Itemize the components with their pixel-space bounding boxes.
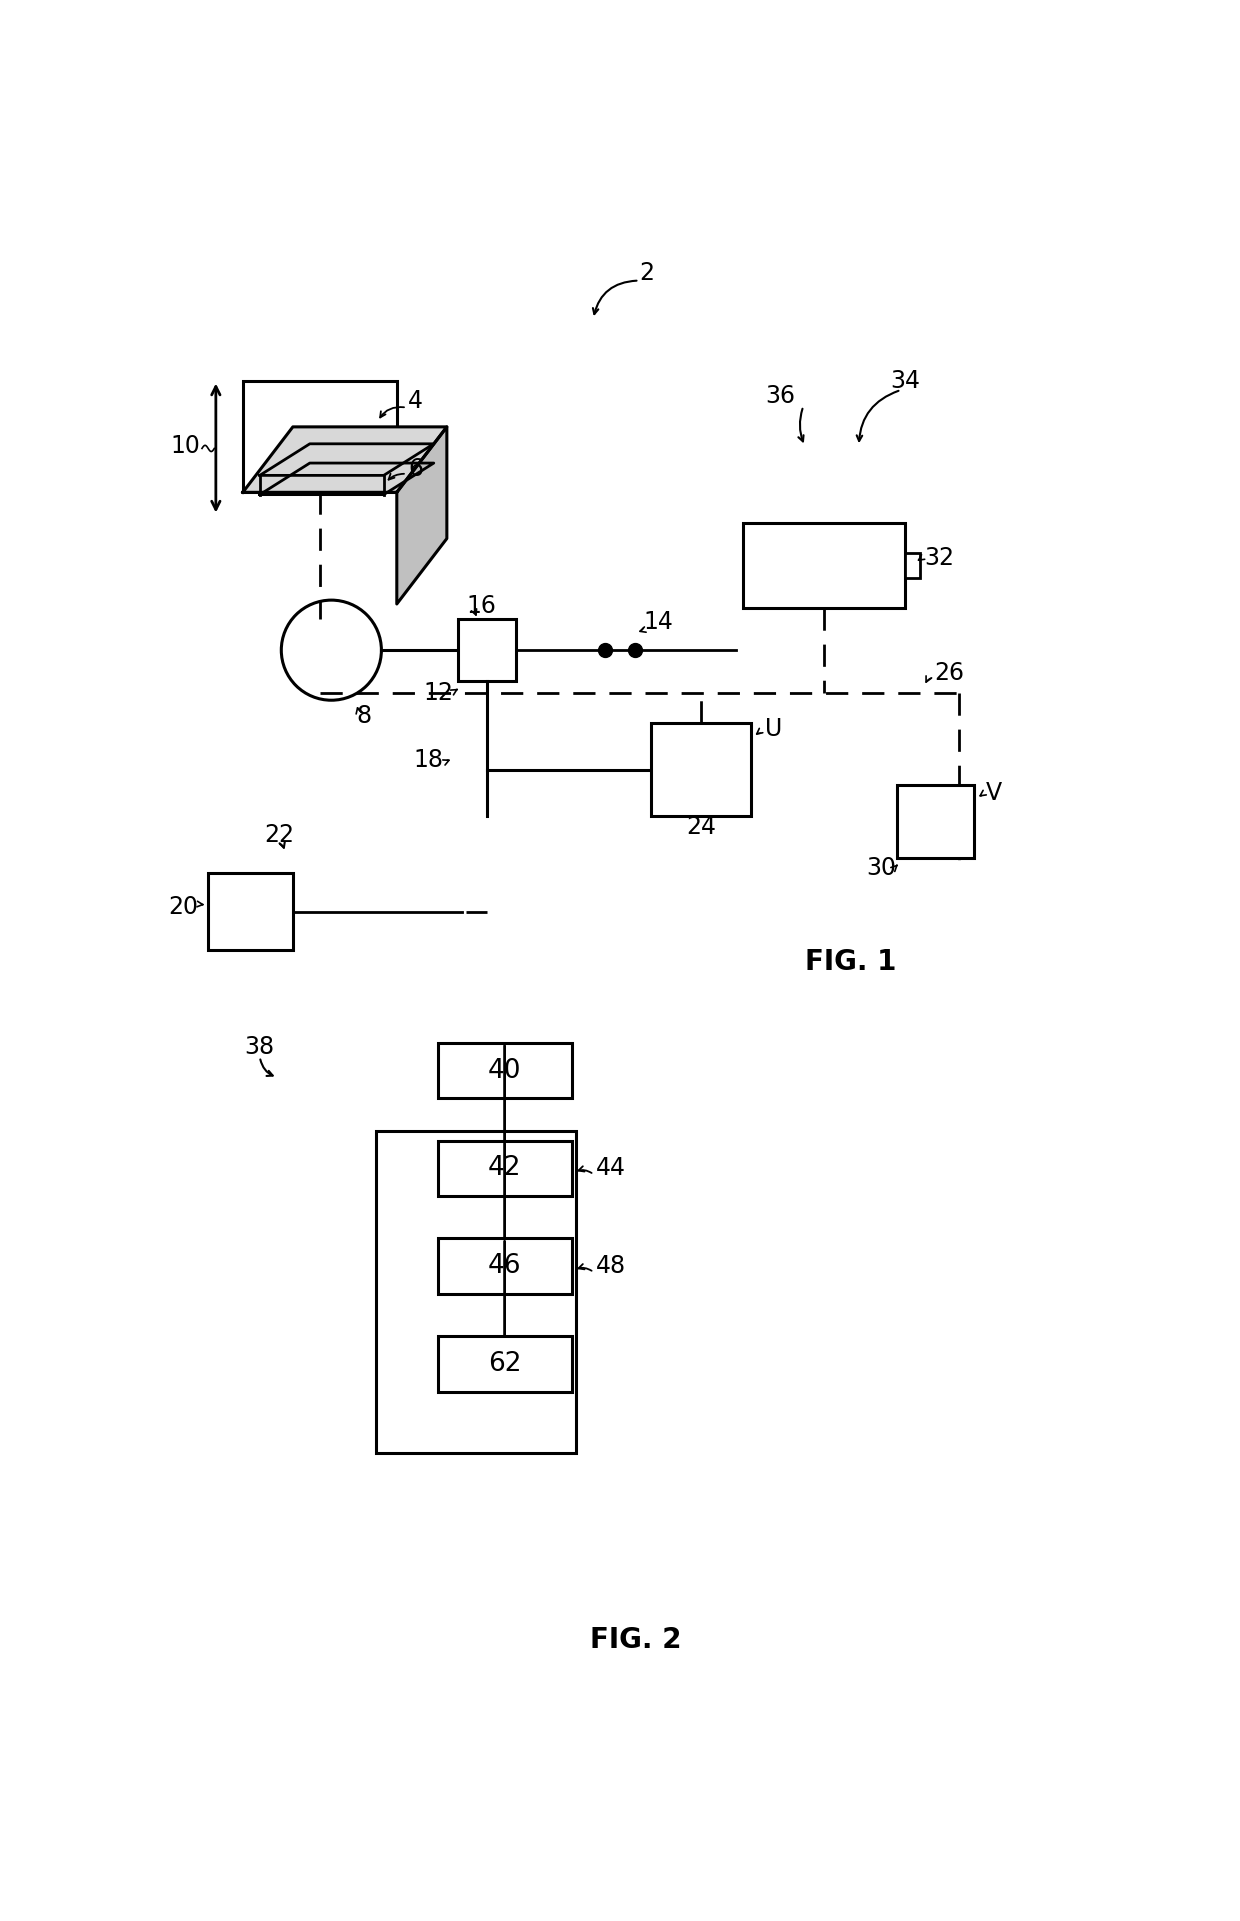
Text: 42: 42 <box>487 1155 521 1181</box>
Text: 18: 18 <box>413 749 443 772</box>
Bar <box>438 1141 573 1197</box>
Text: 32: 32 <box>924 546 955 571</box>
Text: 8: 8 <box>357 703 372 728</box>
Bar <box>438 1239 573 1295</box>
Bar <box>651 724 751 816</box>
Polygon shape <box>243 426 446 492</box>
Bar <box>743 523 905 607</box>
Text: FIG. 2: FIG. 2 <box>590 1625 681 1654</box>
Text: 14: 14 <box>644 609 673 634</box>
Text: 2: 2 <box>640 261 655 284</box>
Text: 44: 44 <box>595 1156 625 1179</box>
Bar <box>243 380 397 492</box>
Text: 38: 38 <box>244 1035 274 1058</box>
Text: 40: 40 <box>487 1058 521 1083</box>
Text: V: V <box>986 780 1002 805</box>
Bar <box>905 553 920 578</box>
Text: 30: 30 <box>866 857 895 880</box>
Bar <box>459 619 516 680</box>
Text: FIG. 1: FIG. 1 <box>806 949 897 976</box>
Text: 36: 36 <box>765 384 795 407</box>
Text: 6: 6 <box>408 457 423 482</box>
Bar <box>438 1043 573 1099</box>
Text: 16: 16 <box>466 594 496 619</box>
Text: 22: 22 <box>264 822 294 847</box>
Bar <box>208 874 293 951</box>
Text: 34: 34 <box>890 369 920 392</box>
Text: 26: 26 <box>934 661 965 686</box>
Text: 20: 20 <box>169 895 198 918</box>
Text: 62: 62 <box>487 1350 521 1377</box>
Text: 46: 46 <box>487 1252 521 1279</box>
Text: 12: 12 <box>423 680 453 705</box>
Bar <box>376 1131 577 1454</box>
Text: 4: 4 <box>408 390 423 413</box>
Polygon shape <box>397 426 446 603</box>
Bar <box>438 1337 573 1391</box>
Bar <box>898 786 975 859</box>
Text: 10: 10 <box>171 434 201 457</box>
Text: U: U <box>765 717 782 742</box>
Text: 24: 24 <box>686 815 715 839</box>
Text: 48: 48 <box>595 1254 626 1277</box>
